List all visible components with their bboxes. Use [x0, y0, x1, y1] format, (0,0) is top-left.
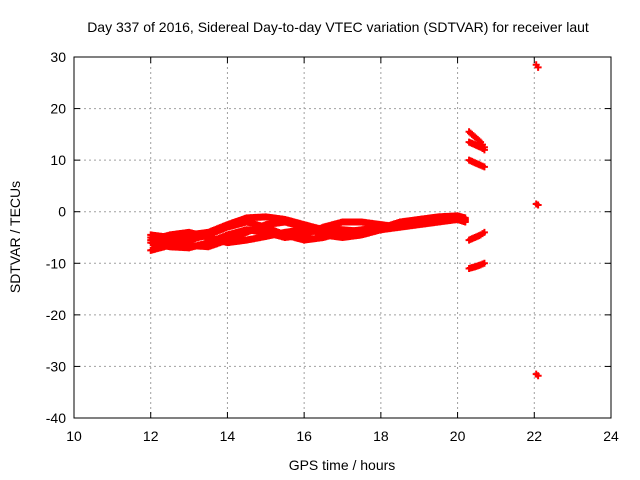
y-tick-label: -20 [46, 307, 66, 323]
data-point-markers [532, 61, 542, 71]
x-tick-label: 10 [66, 428, 82, 444]
data-point-markers [465, 156, 488, 171]
x-tick-label: 14 [220, 428, 236, 444]
series-seg-lower-2 [465, 259, 488, 272]
chart-title: Day 337 of 2016, Sidereal Day-to-day VTE… [87, 19, 589, 35]
series-pt-22-mid [532, 200, 542, 209]
data-point-markers [147, 213, 469, 247]
y-tick-label: 20 [50, 101, 66, 117]
data-point-markers [465, 259, 488, 272]
series-track-e [147, 213, 469, 247]
x-tick-label: 22 [526, 428, 542, 444]
x-tick-label: 12 [143, 428, 159, 444]
x-tick-label: 20 [450, 428, 466, 444]
data-point-markers [532, 370, 542, 380]
series-seg-upper-3 [465, 156, 488, 171]
series-pt-22-top [532, 61, 542, 71]
plot-frame [73, 56, 612, 419]
axis-ticks: 10 12 14 16 18 20 22 24 -40 -30 -20 -10 0 10 20 30 [46, 49, 619, 444]
data-points [147, 61, 542, 380]
series-seg-upper-2 [465, 138, 488, 154]
data-point-markers [465, 228, 488, 244]
y-tick-label: -10 [46, 255, 66, 271]
y-tick-label: -30 [46, 358, 66, 374]
series-seg-upper-1 [465, 128, 488, 151]
x-tick-label: 16 [296, 428, 312, 444]
x-tick-label: 24 [603, 428, 619, 444]
x-tick-label: 18 [373, 428, 389, 444]
data-point-markers [532, 200, 542, 209]
y-tick-label: 0 [58, 204, 66, 220]
y-tick-label: 10 [50, 152, 66, 168]
series-seg-lower-1 [465, 228, 488, 244]
y-axis-title: SDTVAR / TECUs [7, 181, 23, 293]
series-pt-22-bot [532, 370, 542, 380]
x-axis-title: GPS time / hours [289, 457, 396, 473]
y-tick-label: -40 [46, 410, 66, 426]
data-point-markers [465, 128, 488, 151]
y-tick-label: 30 [50, 49, 66, 65]
data-point-markers [465, 138, 488, 154]
